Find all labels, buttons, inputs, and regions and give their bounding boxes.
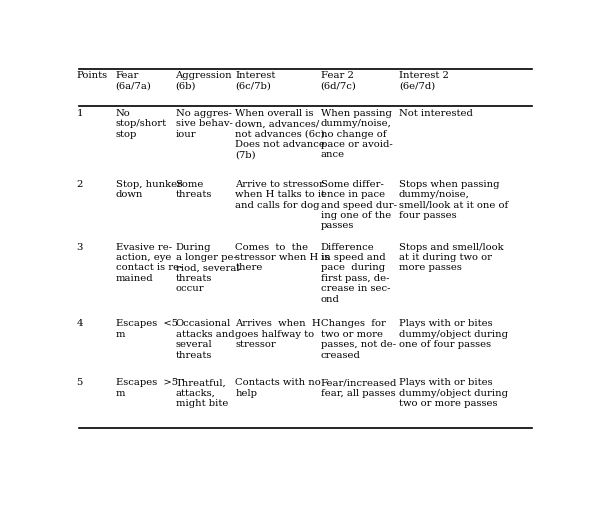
Text: 4: 4 [77,319,83,329]
Text: Interest
(6c/7b): Interest (6c/7b) [235,71,276,90]
Text: Some differ-
ence in pace
and speed dur-
ing one of the
passes: Some differ- ence in pace and speed dur-… [321,180,397,230]
Text: Fear
(6a/7a): Fear (6a/7a) [116,71,151,90]
Text: 2: 2 [77,180,83,189]
Text: Escapes  <5
m: Escapes <5 m [116,319,178,339]
Text: 3: 3 [77,242,83,251]
Text: No aggres-
sive behav-
iour: No aggres- sive behav- iour [176,109,232,139]
Text: Arrive to stressor
when H talks to it
and calls for dog: Arrive to stressor when H talks to it an… [235,180,326,209]
Text: Some
threats: Some threats [176,180,212,199]
Text: Stops and smell/look
at it during two or
more passes: Stops and smell/look at it during two or… [399,242,504,272]
Text: Plays with or bites
dummy/object during
two or more passes: Plays with or bites dummy/object during … [399,378,508,408]
Text: Aggression
(6b): Aggression (6b) [176,71,232,90]
Text: Fear 2
(6d/7c): Fear 2 (6d/7c) [321,71,356,90]
Text: Fear/increased
fear, all passes: Fear/increased fear, all passes [321,378,397,398]
Text: Evasive re-
action, eye
contact is re-
mained: Evasive re- action, eye contact is re- m… [116,242,182,283]
Text: Threatful,
attacks,
might bite: Threatful, attacks, might bite [176,378,228,408]
Text: When overall is
down, advances/
not advances (6c).
Does not advance
(7b): When overall is down, advances/ not adva… [235,109,328,159]
Text: Arrives  when  H
goes halfway to
stressor: Arrives when H goes halfway to stressor [235,319,321,349]
Text: Stops when passing
dummy/noise,
smell/look at it one of
four passes: Stops when passing dummy/noise, smell/lo… [399,180,508,220]
Text: During
a longer pe-
riod, several
threats
occur: During a longer pe- riod, several threat… [176,242,239,293]
Text: Changes  for
two or more
passes, not de-
creased: Changes for two or more passes, not de- … [321,319,396,360]
Text: Contacts with no
help: Contacts with no help [235,378,321,398]
Text: Interest 2
(6e/7d): Interest 2 (6e/7d) [399,71,448,90]
Text: No
stop/short
stop: No stop/short stop [116,109,167,139]
Text: Not interested: Not interested [399,109,473,118]
Text: Plays with or bites
dummy/object during
one of four passes: Plays with or bites dummy/object during … [399,319,508,349]
Text: Occasional
attacks and
several
threats: Occasional attacks and several threats [176,319,234,360]
Text: Points: Points [77,71,108,80]
Text: Comes  to  the
stressor when H is
there: Comes to the stressor when H is there [235,242,330,272]
Text: Difference
in speed and
pace  during
first pass, de-
crease in sec-
ond: Difference in speed and pace during firs… [321,242,390,304]
Text: When passing
dummy/noise,
no change of
pace or avoid-
ance: When passing dummy/noise, no change of p… [321,109,392,159]
Text: Stop, hunker
down: Stop, hunker down [116,180,182,199]
Text: 1: 1 [77,109,83,118]
Text: Escapes  >5
m: Escapes >5 m [116,378,178,398]
Text: 5: 5 [77,378,83,387]
